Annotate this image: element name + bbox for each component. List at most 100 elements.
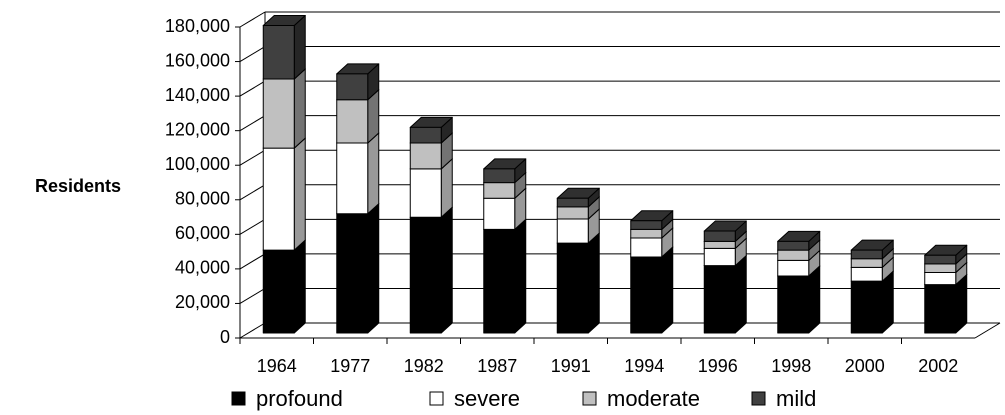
bar-segment: [483, 218, 527, 334]
bar-front: [483, 197, 516, 230]
bar-side: [440, 206, 453, 334]
bar-front: [924, 254, 957, 265]
bar-front: [850, 258, 883, 268]
grid-diagonal: [239, 288, 266, 304]
bar-segment: [262, 14, 306, 80]
x-tick-label: 2002: [918, 356, 958, 376]
bar-front: [630, 237, 663, 258]
bar-segment: [409, 158, 453, 218]
bar-segment: [262, 68, 306, 149]
bar-front: [336, 142, 369, 215]
y-tick-label: 140,000: [165, 85, 230, 105]
bar-front: [630, 256, 663, 334]
x-tick-label: 1991: [551, 356, 591, 376]
bar-side: [514, 218, 527, 334]
grid-diagonal: [239, 184, 266, 201]
bar-front: [924, 284, 957, 334]
bar-side: [808, 265, 821, 334]
bar-front: [336, 213, 369, 334]
x-tick-label: 1977: [330, 356, 370, 376]
x-tick-label: 1994: [624, 356, 664, 376]
bar-side: [293, 239, 306, 334]
y-tick-label: 160,000: [165, 50, 230, 70]
bar-side: [367, 132, 380, 215]
legend-label: profound: [256, 386, 343, 411]
x-tick-label: 1998: [771, 356, 811, 376]
y-tick-label: 180,000: [165, 16, 230, 36]
y-tick-label: 0: [220, 327, 230, 347]
bar-front: [483, 168, 516, 184]
bar-segment: [262, 239, 306, 334]
bar-segment: [630, 246, 674, 334]
bar-front: [556, 242, 589, 334]
bar-segment: [409, 206, 453, 334]
y-tick-label: 120,000: [165, 119, 230, 139]
grid-diagonal: [239, 218, 266, 235]
bar-front: [409, 216, 442, 334]
bar-side: [293, 137, 306, 251]
bar-segment: [483, 158, 527, 184]
x-tick-label: 2000: [845, 356, 885, 376]
x-tick-label: 1987: [477, 356, 517, 376]
bar-side: [293, 68, 306, 149]
y-tick-label: 100,000: [165, 154, 230, 174]
bar-segment: [336, 203, 380, 334]
bar-side: [587, 232, 600, 334]
grid-diagonal: [239, 149, 266, 166]
grid-diagonal: [239, 253, 266, 270]
bar-segment: [630, 210, 674, 230]
bar-front: [409, 126, 442, 144]
bar-front: [556, 218, 589, 244]
bar-front: [850, 266, 883, 282]
bar-segment: [703, 255, 747, 334]
floor-right: [974, 322, 1001, 339]
grid-diagonal: [239, 115, 266, 132]
y-tick-label: 40,000: [175, 258, 230, 278]
bar-front: [483, 228, 516, 334]
x-tick-label: 1964: [257, 356, 297, 376]
bar-front: [483, 182, 516, 199]
bar-front: [409, 142, 442, 170]
bar-front: [777, 249, 810, 261]
bar-segment: [777, 230, 821, 251]
x-tick-label: 1982: [404, 356, 444, 376]
bar-side: [661, 246, 674, 334]
bar-front: [924, 263, 957, 274]
y-axis-label: Residents: [35, 176, 121, 196]
bar-front: [336, 73, 369, 101]
bar-side: [293, 14, 306, 80]
bar-front: [409, 168, 442, 218]
legend-swatch: [429, 391, 444, 406]
x-tick-label: 1996: [698, 356, 738, 376]
bar-front: [777, 259, 810, 277]
bar-front: [850, 280, 883, 334]
bar-segment: [262, 137, 306, 251]
bar-front: [703, 265, 736, 334]
y-tick-label: 20,000: [175, 292, 230, 312]
bar-segment: [556, 187, 600, 208]
bar-segment: [924, 244, 968, 265]
legend-label: severe: [454, 386, 520, 411]
bar-front: [262, 249, 295, 334]
bar-segment: [409, 116, 453, 144]
bar-front: [703, 247, 736, 267]
bar-side: [734, 255, 747, 334]
legend-label: mild: [776, 386, 816, 411]
bar-front: [777, 240, 810, 251]
grid-diagonal: [239, 11, 266, 28]
bar-segment: [336, 63, 380, 101]
bar-segment: [556, 232, 600, 334]
bar-front: [630, 228, 663, 239]
legend-swatch: [582, 391, 597, 406]
bar-front: [924, 272, 957, 286]
legend-swatch: [231, 391, 246, 406]
bar-front: [262, 147, 295, 251]
bar-front: [556, 197, 589, 208]
bar-front: [336, 99, 369, 144]
bar-front: [262, 24, 295, 80]
grid-diagonal: [239, 322, 266, 339]
grid-diagonal: [239, 46, 266, 62]
grid-diagonal: [239, 80, 266, 97]
bar-front: [703, 230, 736, 242]
legend-label: moderate: [607, 386, 700, 411]
